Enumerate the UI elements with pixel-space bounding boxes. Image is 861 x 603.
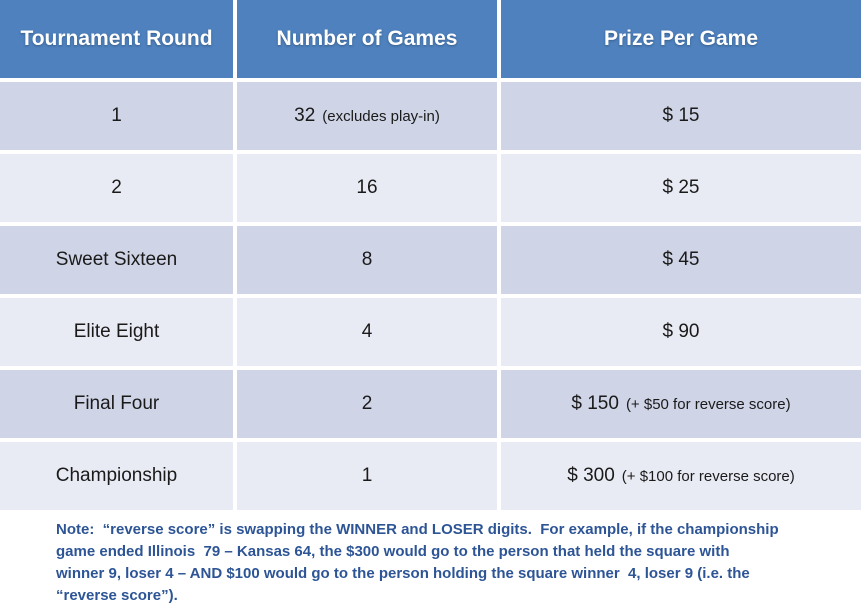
cell-round: Championship bbox=[0, 442, 233, 510]
cell-games: 16 bbox=[237, 154, 497, 222]
prize-note: (+ $50 for reverse score) bbox=[625, 395, 791, 413]
cell-games: 32 (excludes play-in) bbox=[237, 82, 497, 150]
games-value: 32 bbox=[294, 105, 316, 126]
cell-round: 2 bbox=[0, 154, 233, 222]
games-note: (excludes play-in) bbox=[322, 107, 440, 125]
prize-value: $ 25 bbox=[662, 177, 700, 198]
cell-round: Sweet Sixteen bbox=[0, 226, 233, 294]
header-prize-per-game: Prize Per Game bbox=[501, 0, 861, 78]
cell-prize: $ 25 bbox=[501, 154, 861, 222]
prize-value: $ 300 bbox=[567, 465, 615, 486]
games-value: 4 bbox=[361, 321, 373, 342]
cell-round: Final Four bbox=[0, 370, 233, 438]
prize-value: $ 45 bbox=[662, 249, 700, 270]
prize-value: $ 15 bbox=[662, 105, 700, 126]
prize-value: $ 150 bbox=[571, 393, 619, 414]
header-number-of-games: Number of Games bbox=[237, 0, 497, 78]
cell-round: Elite Eight bbox=[0, 298, 233, 366]
cell-round: 1 bbox=[0, 82, 233, 150]
cell-games: 2 bbox=[237, 370, 497, 438]
cell-prize: $ 15 bbox=[501, 82, 861, 150]
cell-prize: $ 90 bbox=[501, 298, 861, 366]
note-line: Note: “reverse score” is swapping the WI… bbox=[56, 521, 779, 538]
note-text: Note: “reverse score” is swapping the WI… bbox=[56, 519, 841, 603]
cell-games: 1 bbox=[237, 442, 497, 510]
cell-prize: $ 150 (+ $50 for reverse score) bbox=[501, 370, 861, 438]
prize-value: $ 90 bbox=[662, 321, 700, 342]
note-line: game ended Illinois 79 – Kansas 64, the … bbox=[56, 543, 730, 560]
cell-prize: $ 300 (+ $100 for reverse score) bbox=[501, 442, 861, 510]
cell-games: 4 bbox=[237, 298, 497, 366]
games-value: 2 bbox=[361, 393, 373, 414]
prize-note: (+ $100 for reverse score) bbox=[621, 467, 795, 485]
header-tournament-round: Tournament Round bbox=[0, 0, 233, 78]
note-line: winner 9, loser 4 – AND $100 would go to… bbox=[56, 565, 750, 582]
games-value: 16 bbox=[356, 177, 378, 198]
games-value: 8 bbox=[361, 249, 373, 270]
cell-games: 8 bbox=[237, 226, 497, 294]
prize-table: Tournament Round Number of Games Prize P… bbox=[0, 0, 861, 510]
cell-prize: $ 45 bbox=[501, 226, 861, 294]
note-line: “reverse score”). bbox=[56, 587, 178, 603]
games-value: 1 bbox=[361, 465, 373, 486]
